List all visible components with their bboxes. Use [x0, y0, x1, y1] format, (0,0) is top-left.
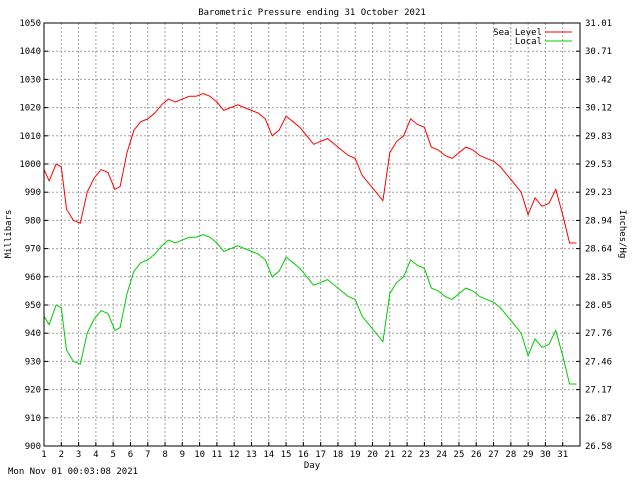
y2-tick-label: 26.58	[585, 442, 612, 452]
x-tick-label: 2	[59, 450, 64, 460]
x-tick-label: 25	[454, 450, 465, 460]
y2-tick-label: 27.46	[585, 357, 612, 367]
legend-label-sea-level: Sea Level	[493, 28, 542, 38]
y2-tick-label: 28.05	[585, 301, 612, 311]
y-axis-label: Millibars	[4, 210, 14, 259]
y-tick-label: 930	[25, 357, 41, 367]
series-line-sea-level	[43, 92, 577, 244]
x-tick-label: 16	[298, 450, 309, 460]
y2-tick-label: 26.87	[585, 414, 612, 424]
y-tick-label: 950	[25, 301, 41, 311]
x-tick-label: 12	[229, 450, 240, 460]
y-tick-label: 1010	[19, 132, 41, 142]
timestamp-footer: Mon Nov 01 00:03:08 2021	[8, 467, 139, 477]
y-tick-label: 980	[25, 216, 41, 226]
y-tick-label: 990	[25, 188, 41, 198]
y-tick-label: 940	[25, 329, 41, 339]
x-tick-label: 3	[76, 450, 81, 460]
y-tick-label: 1020	[19, 104, 41, 114]
tick-marks	[43, 22, 580, 447]
plot-frame	[43, 22, 581, 447]
y2-tick-label: 30.12	[585, 104, 612, 114]
y-tick-label: 960	[25, 273, 41, 283]
y-tick-label: 1050	[19, 19, 41, 29]
chart-title: Barometric Pressure ending 31 October 20…	[198, 8, 426, 18]
x-tick-label: 28	[505, 450, 516, 460]
y-tick-label: 970	[25, 245, 41, 255]
y-tick-label: 1000	[19, 160, 41, 170]
x-tick-label: 22	[402, 450, 413, 460]
x-tick-label: 23	[419, 450, 430, 460]
y2-tick-label: 30.71	[585, 47, 612, 57]
x-tick-label: 18	[333, 450, 344, 460]
legend: Sea Level Local	[493, 28, 572, 47]
series-line-local	[43, 233, 577, 385]
x-axis-label: Day	[304, 461, 321, 471]
x-tick-label: 14	[263, 450, 274, 460]
x-tick-label: 17	[315, 450, 326, 460]
grid-lines	[44, 23, 580, 446]
x-tick-label: 9	[180, 450, 185, 460]
legend-label-local: Local	[515, 37, 542, 47]
y2-axis-label: Inches/Hg	[617, 210, 627, 259]
y2-tick-label: 28.35	[585, 273, 612, 283]
x-tick-label: 24	[436, 450, 447, 460]
x-tick-label: 30	[540, 450, 551, 460]
x-tick-label: 19	[350, 450, 361, 460]
x-tick-label: 11	[211, 450, 222, 460]
x-tick-label: 21	[384, 450, 395, 460]
y2-tick-label: 29.23	[585, 188, 612, 198]
x-tick-label: 29	[523, 450, 534, 460]
x-tick-label: 13	[246, 450, 257, 460]
x-tick-label: 26	[471, 450, 482, 460]
y2-tick-label: 28.94	[585, 216, 612, 226]
y2-tick-label: 29.53	[585, 160, 612, 170]
x-tick-label: 6	[128, 450, 133, 460]
x-tick-label: 27	[488, 450, 499, 460]
y-tick-label: 1030	[19, 75, 41, 85]
x-tick-label: 31	[557, 450, 568, 460]
y2-tick-label: 27.76	[585, 329, 612, 339]
y-tick-label: 1040	[19, 47, 41, 57]
y-tick-label: 920	[25, 386, 41, 396]
x-tick-label: 7	[145, 450, 150, 460]
series-layer	[43, 92, 577, 385]
y-tick-label: 900	[25, 442, 41, 452]
x-tick-label: 15	[281, 450, 292, 460]
x-tick-label: 5	[110, 450, 115, 460]
x-tick-label: 10	[194, 450, 205, 460]
y2-tick-label: 30.42	[585, 75, 612, 85]
x-tick-label: 8	[162, 450, 167, 460]
x-tick-label: 4	[93, 450, 98, 460]
y2-tick-label: 29.83	[585, 132, 612, 142]
x-tick-label: 1	[41, 450, 46, 460]
x-tick-label: 20	[367, 450, 378, 460]
y2-tick-label: 31.01	[585, 19, 612, 29]
y-tick-label: 910	[25, 414, 41, 424]
y2-tick-label: 27.17	[585, 386, 612, 396]
y2-tick-label: 28.64	[585, 245, 612, 255]
